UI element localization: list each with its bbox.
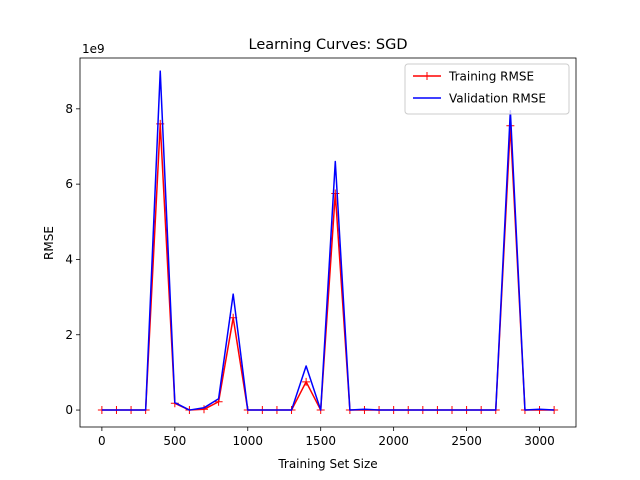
series-line-training-rmse <box>101 123 555 411</box>
y-tick-label: 6 <box>65 177 73 191</box>
x-tick-label: 2500 <box>451 434 482 448</box>
x-tick-label: 0 <box>98 434 106 448</box>
legend-label: Validation RMSE <box>449 92 546 106</box>
data-point <box>200 405 208 414</box>
x-tick-label: 500 <box>163 434 186 448</box>
x-tick-label: 1000 <box>232 434 263 448</box>
y-tick-label: 4 <box>65 252 73 266</box>
chart-title: Learning Curves: SGD <box>249 37 408 53</box>
y-tick-label: 0 <box>65 403 73 417</box>
data-point <box>302 377 311 386</box>
x-tick-label: 3000 <box>524 434 555 448</box>
legend-item-training-rmse: Training RMSE <box>413 70 534 84</box>
y-tick-label: 8 <box>65 102 73 116</box>
y-axis-offset-label: 1e9 <box>82 42 105 56</box>
series-training-rmse <box>97 119 559 415</box>
x-tick-label: 2000 <box>378 434 409 448</box>
legend-item-validation-rmse: Validation RMSE <box>413 92 546 106</box>
legend-label: Training RMSE <box>448 70 534 84</box>
y-tick-label: 2 <box>65 328 73 342</box>
legend-marker <box>423 72 431 80</box>
axes: 0 500 1000 1500 2000 2500 3000 0 2 4 6 8 <box>65 57 577 448</box>
legend-box <box>404 63 570 115</box>
data-point <box>331 189 340 198</box>
plot-frame <box>79 57 577 428</box>
legend: Training RMSE Validation RMSE <box>404 63 570 115</box>
series-line-validation-rmse <box>101 70 555 411</box>
series-validation-rmse <box>101 70 555 411</box>
y-axis-label: RMSE <box>42 226 56 260</box>
series-layer <box>97 70 559 415</box>
x-tick-label: 1500 <box>305 434 336 448</box>
x-axis-label: Training Set Size <box>277 457 377 471</box>
